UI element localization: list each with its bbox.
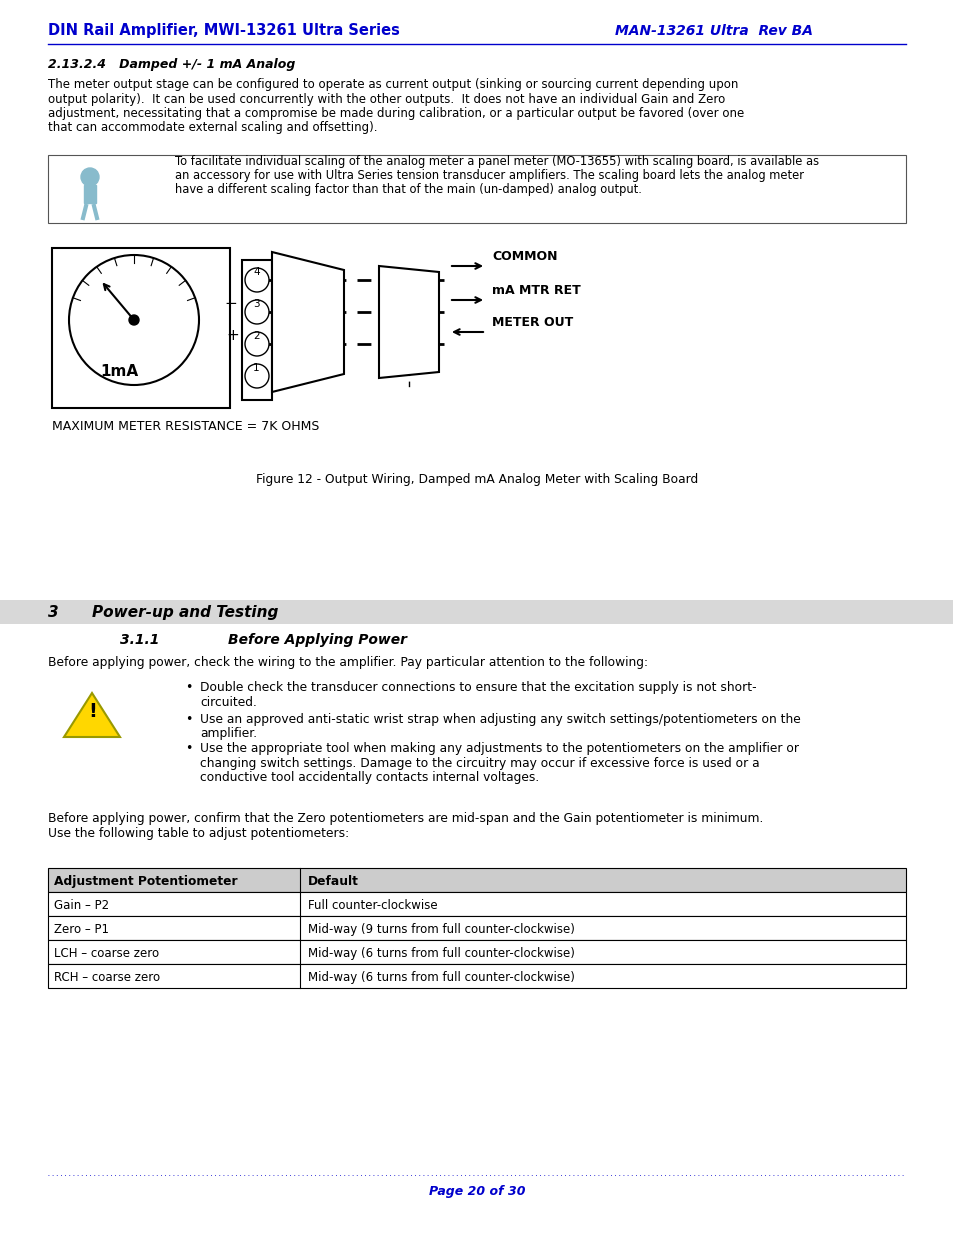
Text: Mid-way (9 turns from full counter-clockwise): Mid-way (9 turns from full counter-clock…	[308, 923, 575, 936]
Text: 3.1.1: 3.1.1	[120, 634, 159, 647]
Bar	[242, 261, 272, 400]
Text: Gain – P2: Gain – P2	[54, 899, 109, 911]
Text: Double check the transducer connections to ensure that the excitation supply is : Double check the transducer connections …	[200, 680, 756, 694]
Bar	[48, 940, 905, 965]
Text: Use an approved anti-static wrist strap when adjusting any switch settings/poten: Use an approved anti-static wrist strap …	[200, 713, 800, 726]
Text: !: !	[88, 701, 97, 721]
Text: To facilitate individual scaling of the analog meter a panel meter (MO-13655) wi: To facilitate individual scaling of the …	[174, 156, 819, 168]
Circle shape	[129, 315, 139, 325]
Text: circuited.: circuited.	[200, 695, 256, 709]
Text: Before applying power, confirm that the Zero potentiometers are mid-span and the: Before applying power, confirm that the …	[48, 811, 762, 825]
Text: 2: 2	[253, 331, 259, 341]
Bar	[48, 965, 905, 988]
Text: Before Applying Power: Before Applying Power	[228, 634, 407, 647]
Circle shape	[245, 300, 269, 324]
Text: 4: 4	[253, 267, 259, 277]
Text: •: •	[185, 680, 193, 694]
Text: conductive tool accidentally contacts internal voltages.: conductive tool accidentally contacts in…	[200, 771, 538, 784]
Text: Before applying power, check the wiring to the amplifier. Pay particular attenti: Before applying power, check the wiring …	[48, 656, 647, 669]
Text: Figure 12 - Output Wiring, Damped mA Analog Meter with Scaling Board: Figure 12 - Output Wiring, Damped mA Ana…	[255, 473, 698, 487]
Text: 3: 3	[48, 605, 69, 620]
Circle shape	[81, 168, 99, 186]
Bar	[48, 892, 905, 916]
Circle shape	[245, 268, 269, 291]
Text: 3: 3	[253, 299, 259, 309]
Text: METER OUT: METER OUT	[492, 316, 573, 329]
Text: MAN-13261 Ultra  Rev BA: MAN-13261 Ultra Rev BA	[615, 23, 812, 38]
Bar	[48, 916, 905, 940]
Text: Mid-way (6 turns from full counter-clockwise): Mid-way (6 turns from full counter-clock…	[308, 971, 575, 984]
Text: COMMON: COMMON	[492, 249, 557, 263]
Text: have a different scaling factor than that of the main (un-damped) analog output.: have a different scaling factor than tha…	[174, 183, 641, 196]
Text: DIN Rail Amplifier, MWI-13261 Ultra Series: DIN Rail Amplifier, MWI-13261 Ultra Seri…	[48, 23, 399, 38]
Circle shape	[245, 332, 269, 356]
Bar	[52, 248, 230, 408]
Bar	[0, 600, 953, 624]
Text: amplifier.: amplifier.	[200, 727, 257, 741]
Text: •: •	[185, 742, 193, 755]
Text: that can accommodate external scaling and offsetting).: that can accommodate external scaling an…	[48, 121, 377, 135]
Text: changing switch settings. Damage to the circuitry may occur if excessive force i: changing switch settings. Damage to the …	[200, 757, 759, 769]
Polygon shape	[272, 252, 344, 391]
Text: Adjustment Potentiometer: Adjustment Potentiometer	[54, 876, 237, 888]
Text: Zero – P1: Zero – P1	[54, 923, 109, 936]
Text: Power-up and Testing: Power-up and Testing	[91, 605, 278, 620]
Text: 2.13.2.4   Damped +/- 1 mA Analog: 2.13.2.4 Damped +/- 1 mA Analog	[48, 58, 295, 70]
Polygon shape	[64, 693, 120, 737]
Bar	[48, 868, 905, 892]
Text: Default: Default	[308, 876, 358, 888]
Circle shape	[69, 254, 199, 385]
Text: −: −	[224, 296, 236, 311]
Text: RCH – coarse zero: RCH – coarse zero	[54, 971, 160, 984]
Polygon shape	[378, 266, 438, 378]
Text: 1: 1	[253, 363, 259, 373]
Text: Mid-way (6 turns from full counter-clockwise): Mid-way (6 turns from full counter-clock…	[308, 947, 575, 960]
Text: Use the appropriate tool when making any adjustments to the potentiometers on th: Use the appropriate tool when making any…	[200, 742, 799, 755]
Circle shape	[245, 364, 269, 388]
Text: mA MTR RET: mA MTR RET	[492, 284, 580, 296]
Text: Use the following table to adjust potentiometers:: Use the following table to adjust potent…	[48, 826, 349, 840]
Text: MAXIMUM METER RESISTANCE = 7K OHMS: MAXIMUM METER RESISTANCE = 7K OHMS	[52, 420, 319, 433]
Text: an accessory for use with Ultra Series tension transducer amplifiers. The scalin: an accessory for use with Ultra Series t…	[174, 169, 803, 182]
Text: Full counter-clockwise: Full counter-clockwise	[308, 899, 437, 911]
Text: The meter output stage can be configured to operate as current output (sinking o: The meter output stage can be configured…	[48, 78, 738, 91]
Bar	[48, 156, 905, 224]
Text: LCH – coarse zero: LCH – coarse zero	[54, 947, 159, 960]
Text: 1mA: 1mA	[100, 364, 138, 379]
Text: adjustment, necessitating that a compromise be made during calibration, or a par: adjustment, necessitating that a comprom…	[48, 107, 743, 120]
Bar	[84, 185, 96, 203]
Text: •: •	[185, 713, 193, 726]
Text: Page 20 of 30: Page 20 of 30	[428, 1186, 525, 1198]
Text: +: +	[226, 329, 238, 343]
Text: output polarity).  It can be used concurrently with the other outputs.  It does : output polarity). It can be used concurr…	[48, 93, 724, 105]
